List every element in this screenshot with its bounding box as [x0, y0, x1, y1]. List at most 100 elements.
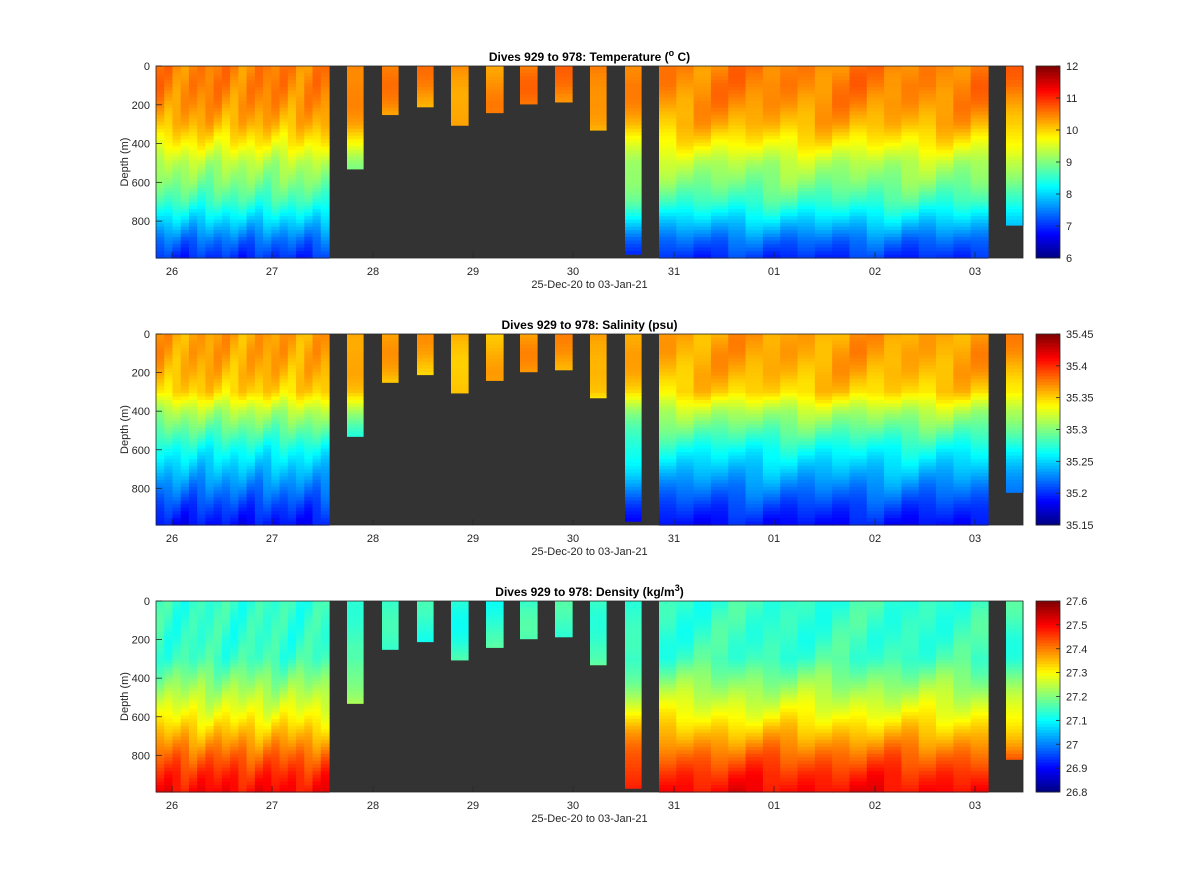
heatmap-cell: [197, 427, 207, 432]
heatmap-cell: [555, 334, 573, 339]
heatmap-cell: [797, 382, 816, 387]
heatmap-cell: [213, 514, 223, 519]
heatmap-cell: [188, 163, 198, 168]
heatmap-cell: [866, 83, 885, 88]
colorbar-segment: [1036, 144, 1060, 148]
heatmap-cell: [814, 334, 833, 339]
heatmap-cell: [320, 410, 330, 415]
heatmap-cell: [728, 100, 747, 105]
heatmap-cell: [693, 219, 712, 224]
heatmap-cell: [320, 490, 330, 495]
heatmap-cell: [263, 107, 272, 112]
heatmap-cell: [263, 69, 272, 74]
heatmap-cell: [918, 434, 937, 439]
heatmap-cell: [188, 337, 198, 342]
heatmap-cell: [745, 448, 764, 453]
heatmap-cell: [296, 230, 305, 235]
heatmap-cell: [625, 438, 642, 443]
heatmap-cell: [320, 188, 330, 193]
heatmap-cell: [213, 111, 223, 116]
heatmap-cell: [953, 233, 972, 238]
heatmap-cell: [745, 413, 764, 418]
heatmap-cell: [832, 149, 851, 154]
heatmap-cell: [832, 358, 851, 363]
heatmap-cell: [728, 386, 747, 391]
heatmap-cell: [271, 337, 281, 342]
heatmap-cell: [197, 163, 207, 168]
heatmap-cell: [693, 417, 712, 422]
heatmap-cell: [320, 139, 330, 144]
heatmap-cell: [693, 244, 712, 249]
heatmap-cell: [197, 504, 207, 509]
heatmap-cell: [347, 410, 364, 415]
heatmap-cell: [287, 72, 297, 78]
heatmap-cell: [625, 226, 642, 231]
heatmap-cell: [230, 223, 239, 228]
heatmap-cell: [814, 86, 833, 92]
heatmap-cell: [1006, 118, 1024, 123]
heatmap-cell: [347, 399, 364, 405]
heatmap-cell: [918, 413, 937, 418]
dive-profile-940: [246, 334, 256, 526]
heatmap-cell: [659, 191, 677, 196]
heatmap-cell: [814, 361, 833, 366]
heatmap-cell: [762, 100, 781, 105]
dive-profile-935: [205, 66, 215, 259]
heatmap-cell: [304, 445, 314, 450]
heatmap-cell: [221, 393, 231, 398]
heatmap-cell: [279, 135, 289, 140]
heatmap-cell: [164, 375, 174, 380]
heatmap-cell: [263, 247, 272, 252]
heatmap-cell: [172, 195, 182, 200]
heatmap-cell: [936, 111, 954, 116]
heatmap-cell: [625, 202, 642, 207]
heatmap-cell: [625, 375, 642, 380]
heatmap-cell: [762, 107, 781, 112]
heatmap-cell: [625, 83, 642, 88]
heatmap-cell: [238, 372, 248, 377]
heatmap-cell: [659, 403, 677, 408]
heatmap-cell: [246, 469, 256, 474]
heatmap-cell: [180, 237, 190, 242]
dive-profile-963: [728, 66, 747, 259]
heatmap-cell: [832, 465, 851, 471]
heatmap-cell: [221, 403, 231, 408]
heatmap-cell: [238, 514, 248, 519]
heatmap-cell: [172, 372, 182, 377]
dive-profile-969: [832, 66, 851, 259]
heatmap-cell: [762, 111, 781, 116]
heatmap-cell: [263, 379, 272, 384]
heatmap-cell: [287, 167, 297, 172]
heatmap-cell: [1006, 198, 1024, 203]
heatmap-cell: [188, 334, 198, 339]
heatmap-cell: [156, 128, 165, 133]
heatmap-cell: [279, 382, 289, 387]
heatmap-cell: [213, 100, 223, 105]
heatmap-cell: [213, 128, 223, 133]
heatmap-cell: [901, 490, 920, 495]
heatmap-cell: [347, 375, 364, 380]
heatmap-cell: [172, 448, 182, 453]
heatmap-cell: [312, 111, 322, 116]
heatmap-cell: [676, 153, 695, 158]
heatmap-cell: [728, 79, 747, 85]
heatmap-cell: [797, 121, 816, 126]
heatmap-cell: [205, 413, 215, 418]
heatmap-cell: [287, 202, 297, 207]
heatmap-cell: [156, 223, 165, 228]
heatmap-cell: [970, 212, 989, 217]
heatmap-cell: [287, 209, 297, 214]
heatmap-cell: [710, 445, 729, 450]
heatmap-cell: [936, 452, 954, 457]
heatmap-cell: [205, 163, 215, 168]
heatmap-cell: [866, 205, 885, 210]
heatmap-cell: [676, 100, 695, 105]
heatmap-cell: [213, 177, 223, 182]
heatmap-cell: [832, 244, 851, 249]
heatmap-cell: [901, 507, 920, 512]
heatmap-cell: [205, 188, 215, 193]
heatmap-cell: [901, 382, 920, 387]
heatmap-cell: [625, 403, 642, 408]
heatmap-cell: [745, 434, 764, 439]
heatmap-cell: [659, 490, 677, 495]
